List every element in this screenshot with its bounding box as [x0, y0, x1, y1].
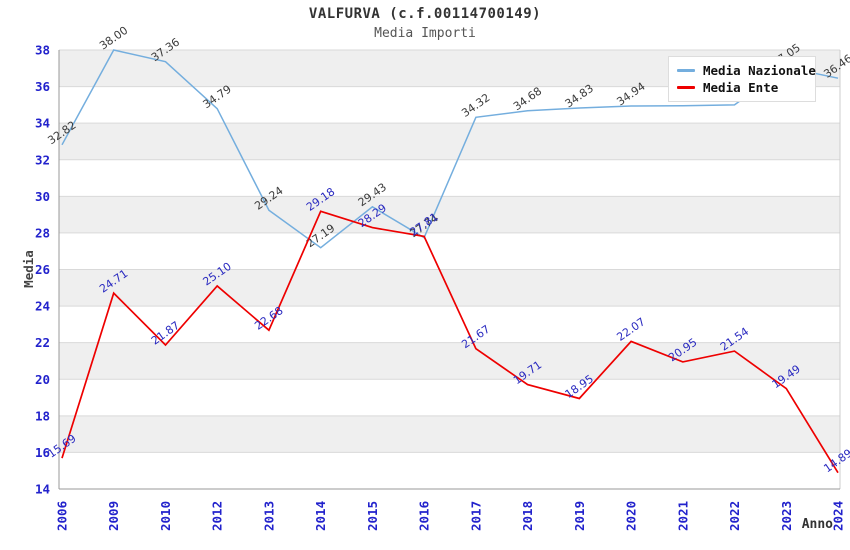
y-tick-label: 30: [35, 189, 50, 204]
chart-subtitle: Media Importi: [374, 26, 476, 41]
plot-band: [59, 123, 840, 160]
legend-label: Media Nazionale: [703, 63, 816, 78]
x-tick-label: 2019: [572, 501, 587, 531]
plot-band: [59, 196, 840, 233]
y-tick-label: 14: [35, 482, 50, 497]
x-tick-label: 2023: [779, 501, 794, 531]
x-tick-label: 2017: [468, 501, 483, 531]
y-tick-label: 38: [35, 43, 50, 58]
x-tick-label: 2013: [261, 501, 276, 531]
x-tick-label: 2014: [313, 501, 328, 531]
y-tick-label: 24: [35, 299, 50, 314]
x-tick-label: 2015: [365, 501, 380, 531]
legend-label: Media Ente: [703, 80, 779, 95]
legend-line-icon: [677, 69, 695, 72]
y-tick-label: 16: [35, 445, 50, 460]
plot-band: [59, 269, 840, 307]
x-tick-label: 2010: [158, 501, 173, 531]
plot-band: [59, 342, 840, 380]
series-line-media-ente: [61, 210, 839, 474]
x-tick-label: 2018: [520, 501, 535, 531]
x-tick-label: 2022: [727, 501, 742, 531]
x-tick-label: 2021: [675, 501, 690, 531]
y-tick-label: 20: [35, 372, 50, 387]
data-point-label: 38.00: [97, 24, 130, 53]
legend: Media Nazionale Media Ente: [668, 56, 816, 102]
y-tick-label: 26: [35, 262, 50, 277]
legend-item-media-ente: Media Ente: [677, 79, 807, 96]
x-tick-label: 2012: [210, 501, 225, 531]
x-tick-label: 2024: [831, 501, 846, 531]
x-tick-label: 2006: [55, 501, 70, 531]
y-tick-label: 22: [35, 335, 50, 350]
y-tick-label: 18: [35, 408, 50, 423]
x-tick-label: 2009: [106, 501, 121, 531]
y-tick-label: 32: [35, 152, 50, 167]
legend-item-media-nazionale: Media Nazionale: [677, 62, 816, 79]
series-line-media-nazionale: [61, 49, 839, 249]
y-tick-label: 36: [35, 79, 50, 94]
x-axis-title: Anno: [802, 517, 833, 532]
y-axis-title: Media: [21, 250, 36, 288]
x-tick-label: 2020: [624, 501, 639, 531]
legend-line-icon: [677, 86, 695, 89]
y-tick-label: 28: [35, 225, 50, 240]
y-tick-label: 34: [35, 116, 50, 131]
chart-title: VALFURVA (c.f.00114700149): [308, 6, 542, 22]
plot-band: [59, 415, 840, 453]
x-tick-label: 2016: [417, 501, 432, 531]
